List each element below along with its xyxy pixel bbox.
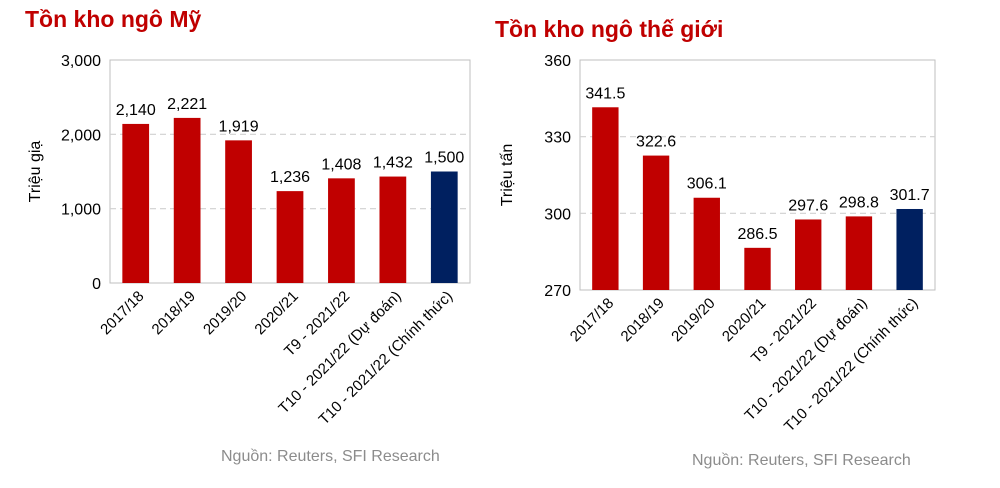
- data-label: 2,221: [167, 96, 207, 113]
- data-label: 301.7: [890, 187, 930, 204]
- bar: [276, 191, 304, 283]
- bar: [173, 117, 201, 283]
- bar: [430, 171, 458, 283]
- y-tick-label: 0: [92, 276, 101, 293]
- bar: [328, 178, 355, 283]
- x-tick-label: 2020/21: [719, 295, 769, 345]
- chart-title-world: Tồn kho ngô thế giới: [495, 16, 724, 42]
- data-label: 1,408: [321, 156, 361, 173]
- bar: [744, 247, 771, 290]
- y-tick-label: 300: [544, 206, 571, 223]
- bar: [795, 219, 822, 290]
- data-label: 1,432: [373, 155, 413, 172]
- bar: [642, 155, 670, 290]
- data-label: 1,500: [424, 150, 464, 167]
- source-note-us: Nguồn: Reuters, SFI Research: [221, 448, 440, 465]
- bar: [693, 197, 720, 290]
- data-label: 1,236: [270, 169, 310, 186]
- data-label: 297.6: [788, 197, 828, 214]
- y-tick-label: 360: [544, 53, 571, 70]
- data-label: 2,140: [116, 102, 156, 119]
- data-label: 306.1: [687, 176, 727, 193]
- source-note-world: Nguồn: Reuters, SFI Research: [692, 452, 911, 469]
- x-tick-label: 2019/20: [668, 295, 718, 345]
- y-axis-label: Triệu giạ: [27, 141, 44, 203]
- x-tick-label: 2018/19: [618, 295, 668, 345]
- y-tick-label: 2,000: [61, 127, 101, 144]
- data-label: 298.8: [839, 194, 879, 211]
- data-label: 1,919: [219, 118, 259, 135]
- y-tick-label: 3,000: [61, 53, 101, 70]
- bar: [379, 176, 407, 283]
- bar: [845, 216, 873, 290]
- y-tick-label: 330: [544, 130, 571, 147]
- bar: [896, 208, 923, 290]
- bar: [225, 140, 252, 283]
- y-tick-label: 1,000: [61, 202, 101, 219]
- x-tick-label: 2017/18: [567, 295, 617, 345]
- chart-title-us: Tồn kho ngô Mỹ: [25, 6, 202, 32]
- y-axis-label: Triệu tấn: [499, 144, 516, 207]
- data-label: 286.5: [737, 226, 777, 243]
- bar: [592, 107, 619, 291]
- data-label: 341.5: [585, 85, 625, 102]
- y-tick-label: 270: [544, 283, 571, 300]
- data-label: 322.6: [636, 134, 676, 151]
- bar: [122, 123, 150, 283]
